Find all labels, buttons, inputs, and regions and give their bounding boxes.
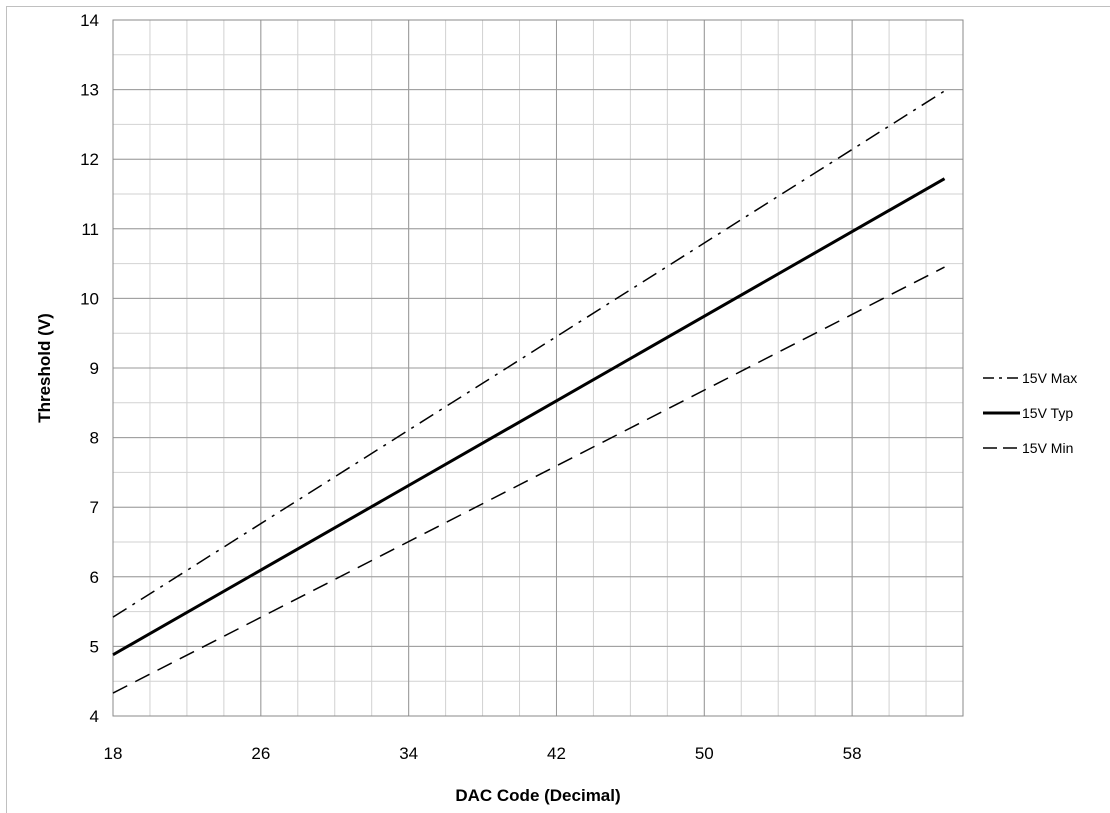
y-tick-label: 12 bbox=[80, 150, 99, 169]
x-tick-label: 58 bbox=[843, 744, 862, 763]
y-tick-label: 9 bbox=[90, 359, 99, 378]
y-tick-label: 14 bbox=[80, 11, 99, 30]
x-tick-label: 42 bbox=[547, 744, 566, 763]
y-tick-label: 4 bbox=[90, 707, 99, 726]
legend-label: 15V Typ bbox=[1022, 405, 1073, 421]
x-tick-label: 26 bbox=[251, 744, 270, 763]
y-tick-label: 8 bbox=[90, 429, 99, 448]
y-tick-label: 7 bbox=[90, 498, 99, 517]
x-tick-label: 34 bbox=[399, 744, 418, 763]
x-tick-label: 18 bbox=[104, 744, 123, 763]
x-axis-title: DAC Code (Decimal) bbox=[455, 786, 620, 805]
y-tick-label: 13 bbox=[80, 81, 99, 100]
x-tick-label: 50 bbox=[695, 744, 714, 763]
series-line bbox=[112, 177, 946, 657]
y-tick-label: 10 bbox=[80, 289, 99, 308]
series-line bbox=[112, 266, 945, 694]
legend-label: 15V Max bbox=[1022, 370, 1077, 386]
legend-label: 15V Min bbox=[1022, 440, 1073, 456]
plot-border bbox=[112, 19, 964, 717]
y-axis-title: Threshold (V) bbox=[35, 313, 54, 423]
y-tick-label: 6 bbox=[90, 568, 99, 587]
y-tick-label: 5 bbox=[90, 637, 99, 656]
y-tick-label: 11 bbox=[81, 220, 99, 239]
